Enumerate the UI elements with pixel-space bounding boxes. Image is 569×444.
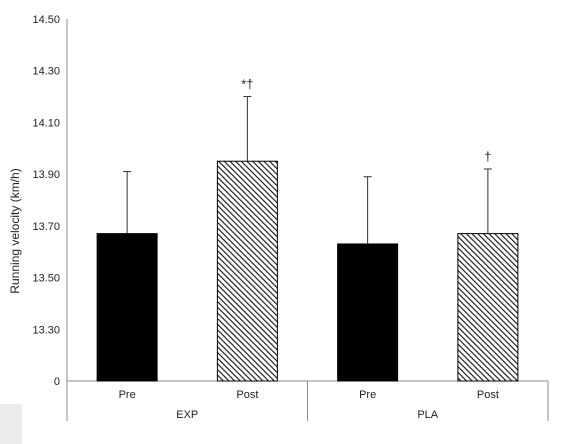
- significance-marker: †: [484, 149, 491, 164]
- bar-pla-pre: [337, 243, 399, 382]
- x-category-label: Post: [477, 389, 499, 401]
- x-category-label: Post: [236, 389, 258, 401]
- x-category-label: Pre: [119, 389, 136, 401]
- x-group-label: EXP: [176, 409, 198, 421]
- y-tick-label: 13.30: [32, 324, 60, 336]
- significance-marker: *†: [241, 77, 253, 92]
- y-tick-label: 14.30: [32, 66, 60, 78]
- y-axis-title: Running velocity (km/h): [8, 168, 22, 293]
- x-category-label: Pre: [359, 389, 376, 401]
- category-labels: Pre Post EXP Pre Post PLA: [119, 389, 499, 421]
- corner-fold-decoration: [0, 404, 22, 444]
- y-tick-label: 14.10: [32, 117, 60, 129]
- bar-pla-post: [457, 233, 519, 382]
- y-tick-label: 13.90: [32, 169, 60, 181]
- x-group-label: PLA: [417, 409, 438, 421]
- y-tick-label: 13.50: [32, 273, 60, 285]
- y-tick-label: 0: [54, 376, 60, 388]
- y-tick-label: 13.70: [32, 221, 60, 233]
- y-tick-label: 14.50: [32, 14, 60, 26]
- bar-exp-post: [216, 160, 278, 382]
- bar-exp-pre: [96, 233, 158, 382]
- bars: [96, 160, 519, 382]
- error-bars: *† †: [123, 77, 492, 244]
- y-axis-ticks: 0 13.30 13.50 13.70 13.90 14.10 14.30 14.50: [32, 14, 60, 388]
